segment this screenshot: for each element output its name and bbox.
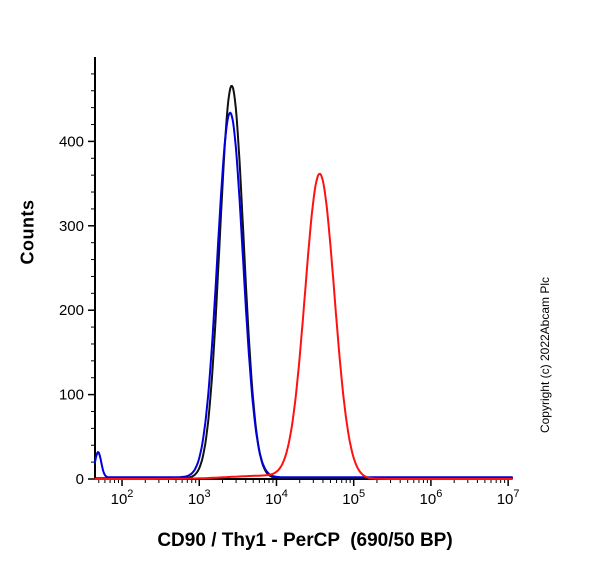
y-tick-label: 200 — [59, 302, 84, 319]
y-tick-label: 300 — [59, 218, 84, 235]
series-cd90-percp-red — [94, 172, 513, 480]
y-tick-label: 0 — [76, 471, 84, 488]
y-tick-label: 100 — [59, 387, 84, 404]
x-tick-label: 105 — [342, 488, 365, 508]
y-tick-label: 400 — [59, 133, 84, 150]
x-axis-title: CD90 / Thy1 - PerCP (690/50 BP) — [157, 530, 453, 551]
x-tick-label: 106 — [420, 488, 443, 508]
x-tick-label: 107 — [497, 488, 520, 508]
x-tick-label: 103 — [188, 488, 211, 508]
series-control-black — [94, 85, 513, 480]
x-tick-label: 102 — [111, 488, 134, 508]
copyright-text: Copyright (c) 2022Abcam Plc — [538, 276, 552, 434]
series-secondary-only-blue — [94, 111, 513, 479]
y-axis-title: Counts — [17, 199, 38, 265]
x-tick-label: 104 — [265, 488, 288, 508]
